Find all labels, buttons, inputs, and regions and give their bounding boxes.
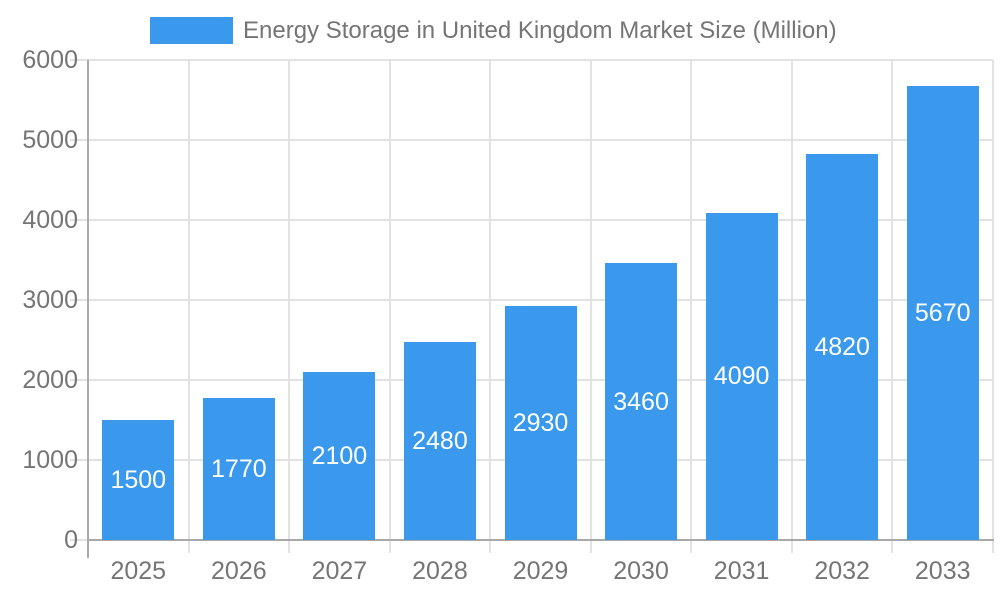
- x-axis-tick: [288, 540, 291, 553]
- x-axis-tick-label: 2032: [814, 557, 870, 585]
- y-axis-line: [87, 60, 89, 558]
- bar[interactable]: [403, 341, 476, 540]
- gridline-v: [589, 60, 592, 540]
- gridline-v: [489, 60, 492, 540]
- gridline-v: [288, 60, 291, 540]
- x-axis-tick-label: 2026: [211, 557, 267, 585]
- y-axis-tick-label: 2000: [22, 366, 78, 394]
- gridline-v: [187, 60, 190, 540]
- y-axis-tick-label: 1000: [22, 446, 78, 474]
- x-axis-tick-label: 2028: [412, 557, 468, 585]
- x-axis-tick-label: 2030: [613, 557, 669, 585]
- x-axis-tick-label: 2029: [512, 557, 569, 585]
- y-axis-tick-label: 0: [64, 526, 78, 554]
- x-axis-tick: [891, 540, 894, 553]
- gridline-h: [88, 59, 993, 61]
- x-axis-tick: [489, 540, 492, 553]
- bar[interactable]: [303, 372, 376, 540]
- x-axis-tick: [589, 540, 592, 553]
- x-axis-tick: [388, 540, 391, 553]
- x-axis-tick: [992, 540, 994, 553]
- x-axis-tick: [690, 540, 693, 553]
- x-axis-tick-label: 2025: [110, 557, 167, 585]
- y-axis-tick-label: 6000: [22, 46, 78, 74]
- y-axis-tick-label: 3000: [22, 286, 78, 314]
- x-axis-tick-label: 2027: [311, 557, 368, 585]
- x-axis-tick-label: 2031: [713, 557, 770, 585]
- legend-label: Energy Storage in United Kingdom Market …: [243, 17, 837, 44]
- gridline-v: [690, 60, 693, 540]
- x-axis-line: [88, 539, 994, 541]
- bar[interactable]: [102, 420, 175, 540]
- bar[interactable]: [906, 86, 979, 540]
- bar[interactable]: [202, 398, 275, 540]
- gridline-v: [992, 60, 994, 540]
- gridline-h: [88, 139, 993, 141]
- x-axis-tick-label: 2033: [914, 557, 971, 585]
- bar[interactable]: [504, 305, 577, 540]
- bar[interactable]: [705, 212, 778, 540]
- legend-swatch: [150, 17, 233, 44]
- gridline-v: [891, 60, 894, 540]
- x-axis-tick: [790, 540, 793, 553]
- y-axis-tick-label: 4000: [22, 206, 78, 234]
- gridline-v: [790, 60, 793, 540]
- gridline-v: [388, 60, 391, 540]
- y-axis-tick-label: 5000: [22, 126, 78, 154]
- bar[interactable]: [605, 263, 678, 540]
- bar[interactable]: [806, 154, 879, 540]
- x-axis-tick: [187, 540, 190, 553]
